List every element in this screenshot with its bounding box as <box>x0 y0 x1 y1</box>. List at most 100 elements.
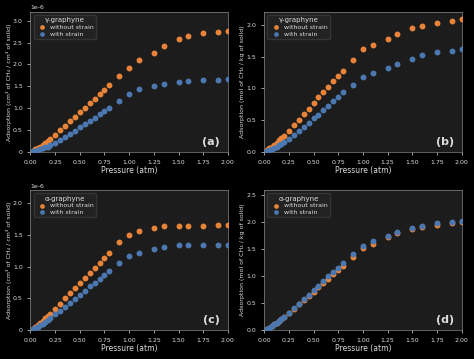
without strain <box>349 254 357 260</box>
without strain <box>300 297 308 303</box>
Text: 1e-6: 1e-6 <box>30 5 45 10</box>
without strain <box>56 301 64 307</box>
with strain <box>384 65 392 71</box>
X-axis label: Pressure (atm): Pressure (atm) <box>101 166 157 175</box>
without strain <box>76 280 83 286</box>
with strain <box>61 304 69 310</box>
with strain <box>125 92 133 97</box>
with strain <box>273 144 280 149</box>
with strain <box>310 288 317 293</box>
without strain <box>96 92 103 97</box>
without strain <box>71 285 79 291</box>
without strain <box>273 320 280 326</box>
without strain <box>116 239 123 245</box>
with strain <box>200 78 207 83</box>
with strain <box>275 318 283 324</box>
without strain <box>335 73 342 79</box>
with strain <box>418 52 426 58</box>
with strain <box>285 310 292 316</box>
with strain <box>273 320 280 326</box>
with strain <box>268 323 275 329</box>
without strain <box>418 23 426 29</box>
without strain <box>263 326 271 332</box>
without strain <box>310 100 317 106</box>
with strain <box>224 242 232 248</box>
with strain <box>184 78 192 84</box>
with strain <box>278 141 285 147</box>
with strain <box>160 81 167 87</box>
with strain <box>270 145 278 151</box>
with strain <box>34 324 42 330</box>
with strain <box>66 131 74 137</box>
without strain <box>339 68 347 74</box>
with strain <box>315 112 322 117</box>
with strain <box>86 118 93 123</box>
Legend: without strain, with strain: without strain, with strain <box>34 15 96 39</box>
with strain <box>96 276 103 281</box>
with strain <box>384 233 392 239</box>
with strain <box>433 220 441 226</box>
without strain <box>369 42 376 48</box>
without strain <box>295 117 302 123</box>
without strain <box>39 142 46 148</box>
with strain <box>175 243 182 248</box>
with strain <box>66 300 74 306</box>
with strain <box>285 136 292 142</box>
without strain <box>448 18 456 24</box>
without strain <box>268 323 275 329</box>
without strain <box>66 118 74 124</box>
without strain <box>41 140 49 146</box>
with strain <box>106 105 113 111</box>
without strain <box>305 106 312 112</box>
with strain <box>369 238 376 244</box>
without strain <box>184 223 192 229</box>
with strain <box>76 292 83 298</box>
with strain <box>325 103 332 108</box>
with strain <box>319 107 327 113</box>
with strain <box>448 48 456 53</box>
with strain <box>263 148 271 154</box>
Legend: without strain, with strain: without strain, with strain <box>267 15 330 39</box>
with strain <box>29 326 36 332</box>
without strain <box>329 79 337 84</box>
with strain <box>200 242 207 248</box>
without strain <box>44 139 52 144</box>
with strain <box>409 225 416 230</box>
without strain <box>51 306 59 312</box>
with strain <box>96 111 103 117</box>
without strain <box>125 65 133 70</box>
with strain <box>393 61 401 67</box>
without strain <box>44 313 52 319</box>
without strain <box>278 316 285 322</box>
without strain <box>61 295 69 301</box>
without strain <box>116 74 123 79</box>
with strain <box>448 219 456 225</box>
with strain <box>135 86 143 92</box>
without strain <box>359 47 367 52</box>
with strain <box>71 296 79 302</box>
without strain <box>433 20 441 25</box>
without strain <box>458 17 465 22</box>
without strain <box>34 322 42 327</box>
with strain <box>319 278 327 284</box>
without strain <box>56 127 64 133</box>
without strain <box>135 57 143 63</box>
without strain <box>280 133 288 139</box>
without strain <box>359 246 367 251</box>
without strain <box>384 234 392 240</box>
without strain <box>29 148 36 153</box>
without strain <box>393 31 401 36</box>
with strain <box>325 274 332 279</box>
with strain <box>305 120 312 126</box>
without strain <box>135 229 143 234</box>
without strain <box>369 241 376 247</box>
without strain <box>200 223 207 229</box>
without strain <box>160 43 167 48</box>
with strain <box>46 143 54 148</box>
with strain <box>46 316 54 321</box>
with strain <box>106 268 113 274</box>
with strain <box>315 283 322 288</box>
without strain <box>150 225 158 231</box>
without strain <box>86 270 93 276</box>
with strain <box>329 98 337 104</box>
